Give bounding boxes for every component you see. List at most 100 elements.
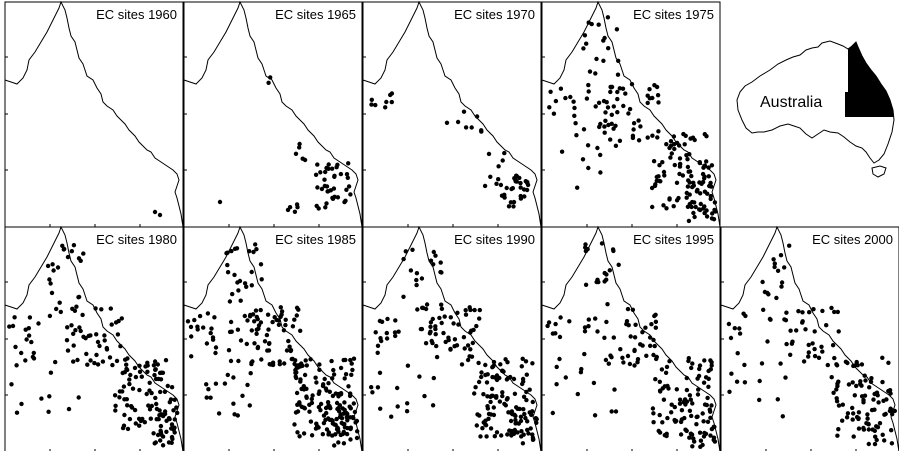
ec-site-marker: [95, 362, 101, 367]
ec-site-marker: [613, 143, 619, 148]
tasmania-outline: [871, 165, 887, 178]
ec-site-marker: [652, 183, 658, 189]
ec-site-marker: [886, 360, 891, 365]
ec-site-marker: [585, 143, 591, 148]
ec-site-marker: [317, 362, 322, 367]
ec-site-marker: [511, 429, 517, 435]
ec-site-marker: [686, 356, 691, 361]
ec-site-marker: [254, 327, 259, 332]
ec-site-marker: [635, 360, 640, 365]
ec-site-marker: [554, 364, 559, 370]
ec-site-marker: [383, 105, 388, 110]
ec-site-marker: [494, 181, 499, 186]
ec-site-marker: [486, 416, 491, 421]
ec-site-marker: [304, 395, 309, 400]
ec-site-marker: [439, 270, 444, 275]
ec-site-marker: [586, 89, 591, 94]
ec-site-marker: [601, 98, 607, 104]
ec-site-marker: [701, 434, 707, 439]
ec-site-marker: [778, 361, 783, 366]
ec-site-marker: [498, 182, 504, 188]
ec-site-marker: [701, 165, 706, 170]
ec-site-marker: [677, 397, 683, 402]
ec-site-marker: [157, 212, 163, 218]
ec-site-marker: [524, 372, 529, 377]
ec-site-marker: [316, 206, 321, 211]
ec-site-marker: [677, 156, 683, 161]
ec-site-marker: [49, 290, 55, 296]
ec-site-marker: [523, 359, 529, 364]
ec-site-marker: [729, 371, 734, 376]
ec-site-marker: [651, 352, 656, 358]
ec-site-marker: [477, 316, 482, 321]
map-panel-1965: EC sites 1965: [183, 0, 363, 228]
ec-site-marker: [519, 429, 524, 434]
panel-title: EC sites 1960: [96, 7, 177, 22]
ec-site-marker: [685, 164, 691, 170]
ec-site-marker: [784, 310, 789, 315]
ec-site-marker: [36, 321, 41, 326]
ec-site-marker: [147, 407, 153, 412]
ec-site-marker: [461, 335, 467, 340]
ec-site-marker: [651, 420, 656, 425]
ec-site-marker: [606, 46, 611, 51]
ec-site-marker: [157, 408, 162, 413]
ec-site-marker: [548, 89, 553, 95]
ec-site-marker: [94, 332, 99, 337]
ec-site-marker: [430, 403, 436, 408]
ec-site-marker: [510, 186, 515, 191]
ec-site-marker: [630, 307, 636, 312]
ec-site-marker: [582, 329, 588, 334]
ec-site-marker: [338, 171, 344, 177]
ec-site-marker: [674, 198, 680, 203]
ec-site-marker: [759, 361, 765, 366]
ec-site-marker: [325, 189, 330, 194]
ec-site-marker: [430, 316, 435, 322]
ec-site-marker: [395, 385, 400, 391]
ec-site-marker: [78, 328, 83, 334]
ec-site-marker: [522, 411, 527, 417]
ec-site-marker: [645, 100, 650, 106]
ec-site-marker: [302, 157, 308, 163]
ec-site-marker: [124, 362, 129, 367]
ec-site-marker: [872, 428, 877, 433]
ec-site-marker: [486, 151, 492, 157]
ec-site-marker: [315, 162, 320, 167]
panel-frame: [541, 226, 721, 451]
panel-title: EC sites 1995: [633, 232, 714, 247]
map-panel-1990: EC sites 1990: [362, 225, 542, 451]
ec-site-marker: [703, 375, 709, 380]
ec-site-marker: [345, 425, 350, 431]
ec-site-marker: [236, 358, 241, 364]
ec-site-marker: [491, 363, 496, 369]
ec-site-marker: [654, 84, 660, 90]
ec-site-marker: [80, 312, 85, 318]
ec-site-marker: [476, 379, 482, 385]
ec-site-marker: [188, 324, 194, 330]
ec-site-marker: [669, 151, 674, 156]
ec-site-marker: [354, 435, 360, 441]
ec-site-marker: [521, 407, 526, 412]
ec-site-marker: [125, 367, 130, 373]
ec-site-marker: [93, 306, 98, 311]
ec-site-marker: [696, 373, 702, 379]
ec-site-marker: [557, 334, 563, 340]
ec-site-marker: [580, 157, 586, 162]
ec-site-marker: [708, 367, 713, 372]
ec-site-marker: [403, 249, 408, 254]
ec-site-marker: [534, 416, 539, 422]
ec-site-marker: [309, 433, 315, 438]
ec-site-marker: [137, 387, 142, 393]
ec-site-marker: [656, 129, 661, 134]
ec-site-marker: [255, 345, 260, 351]
ec-site-marker: [266, 327, 271, 332]
ec-site-marker: [29, 339, 34, 345]
ec-site-marker: [266, 80, 271, 86]
ec-site-marker: [693, 204, 698, 210]
ec-site-marker: [656, 100, 661, 105]
ec-site-marker: [144, 391, 149, 397]
ec-site-marker: [122, 397, 127, 402]
ec-site-marker: [851, 411, 856, 416]
ec-site-marker: [505, 432, 510, 437]
ec-site-marker: [78, 258, 83, 263]
